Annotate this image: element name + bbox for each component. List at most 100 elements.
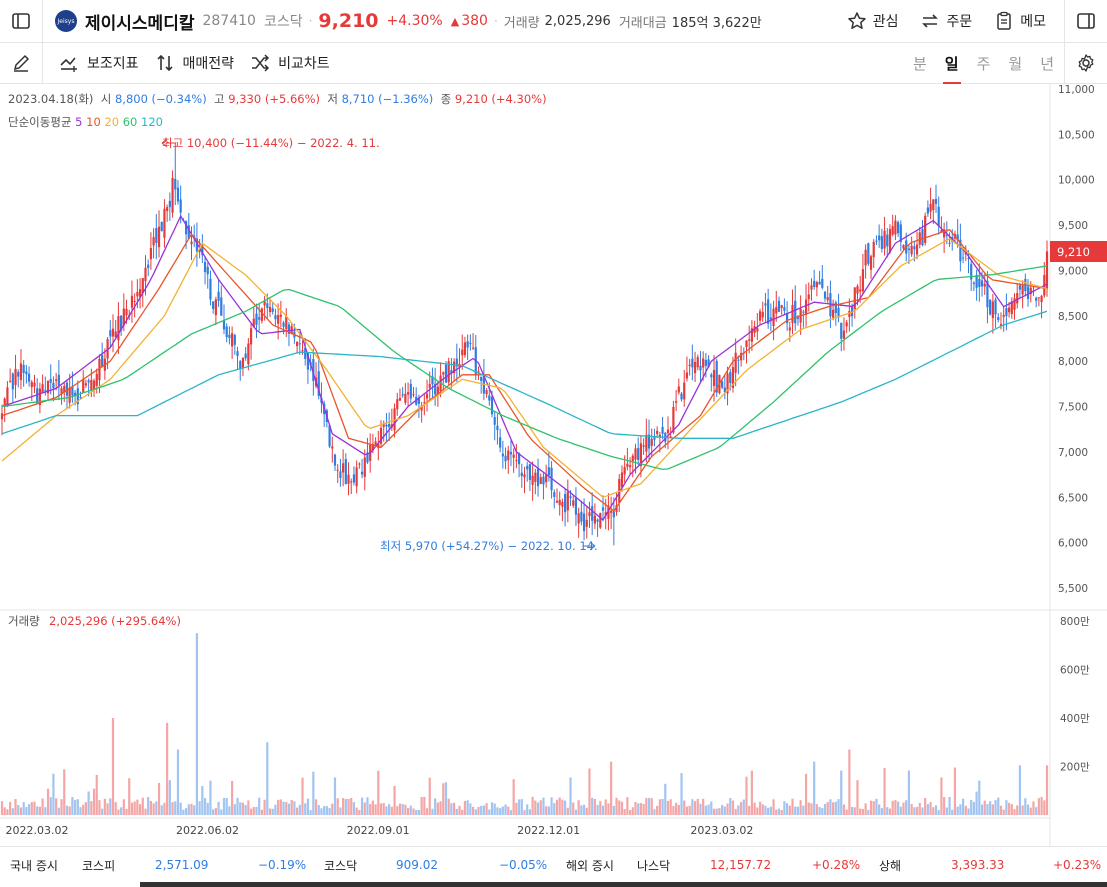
candle: [607, 505, 610, 519]
candle: [258, 317, 261, 320]
volume-bar: [274, 804, 277, 815]
candle: [241, 357, 245, 369]
candle: [745, 340, 748, 348]
candle: [688, 364, 691, 366]
volume-bar: [501, 806, 504, 815]
candle: [17, 371, 20, 377]
candle: [780, 305, 783, 309]
candle: [572, 500, 575, 506]
period-week[interactable]: 주: [976, 54, 991, 73]
volume-bar: [742, 799, 745, 815]
volume-bar: [872, 801, 875, 815]
volume-bar: [810, 803, 813, 815]
candle: [52, 382, 55, 389]
volume-bar: [1037, 798, 1040, 815]
strategy-button[interactable]: 매매전략: [155, 53, 234, 73]
candle: [748, 339, 751, 341]
candle: [304, 347, 307, 359]
candle: [317, 371, 320, 396]
volume-bar: [304, 803, 307, 815]
period-day[interactable]: 일: [942, 54, 961, 84]
candle: [160, 222, 163, 231]
volume-bar: [406, 808, 410, 815]
candle: [932, 199, 935, 211]
candle: [1018, 285, 1022, 290]
indicators-button[interactable]: 보조지표: [59, 53, 139, 73]
volume-bar: [661, 798, 664, 815]
volume-bar: [317, 805, 320, 815]
memo-label: 메모: [1020, 14, 1046, 30]
ma-60-line: [1, 265, 1048, 471]
volume-bar: [255, 806, 258, 815]
candle: [553, 492, 556, 497]
volume-bar: [536, 802, 540, 815]
volume-bar: [182, 809, 185, 815]
volume-bar: [225, 797, 228, 815]
volume-bar: [55, 798, 58, 815]
ma-legend[interactable]: 단순이동평균 5 10 20 60 120: [8, 114, 163, 130]
candle: [517, 453, 521, 465]
price-chart[interactable]: 11,000 10,500 10,000 9,500 9,000 8,500 8,000 7,…: [0, 84, 1107, 848]
candle: [582, 513, 586, 532]
right-panel-toggle-button[interactable]: [1064, 0, 1107, 42]
drawing-tool-button[interactable]: [0, 43, 43, 83]
kospi-label[interactable]: 코스피: [82, 858, 116, 873]
volume-bar: [829, 799, 832, 815]
candle: [915, 244, 919, 255]
indicators-label: 보조지표: [87, 56, 139, 72]
order-button[interactable]: 주문: [920, 11, 972, 31]
shanghai-label[interactable]: 상해: [879, 858, 902, 873]
volume-bar: [804, 773, 808, 815]
volume-bar: [141, 797, 144, 815]
volume-bar: [566, 807, 569, 815]
volume-bar: [596, 804, 599, 815]
volume-bar: [11, 808, 14, 815]
volume-bar: [959, 804, 962, 815]
volume-bar: [1013, 809, 1016, 815]
gear-icon: [1078, 54, 1094, 72]
chart-settings-button[interactable]: [1064, 43, 1107, 83]
volume-bar: [637, 803, 640, 815]
candle: [878, 235, 881, 241]
candle: [382, 424, 385, 427]
kosdaq-label[interactable]: 코스닥: [324, 858, 358, 873]
period-minute[interactable]: 분: [912, 54, 927, 73]
scrollbar[interactable]: [140, 882, 1107, 887]
nasdaq-label[interactable]: 나스닥: [637, 858, 671, 873]
candle: [921, 229, 924, 246]
period-year[interactable]: 년: [1040, 54, 1054, 73]
candle: [707, 359, 710, 368]
volume-bar: [285, 801, 288, 815]
candle: [9, 380, 12, 382]
arrow-left-icon: [161, 138, 168, 148]
candle: [580, 511, 583, 522]
candle: [1040, 295, 1043, 303]
volume-bar: [428, 777, 431, 815]
volume-bar: [558, 797, 561, 815]
candle: [114, 331, 117, 338]
volume-bar: [1029, 807, 1032, 815]
sidebar-toggle-button[interactable]: [0, 0, 43, 42]
volume-bar: [507, 806, 510, 815]
volume-bar: [174, 801, 177, 815]
volume-bar: [258, 797, 261, 815]
volume-bar: [980, 804, 984, 815]
candle: [25, 371, 28, 375]
candle: [184, 221, 188, 235]
volume-bar: [306, 798, 310, 815]
low-value: 8,710 (−1.36%): [341, 92, 434, 106]
volume-bar: [956, 806, 959, 815]
volume-bar: [894, 800, 897, 815]
volume-bar: [390, 806, 393, 815]
watch-button[interactable]: 관심: [847, 11, 898, 31]
volume-bar: [683, 800, 686, 815]
candle: [997, 317, 1000, 321]
memo-button[interactable]: 메모: [994, 11, 1046, 31]
volume-bar: [190, 803, 193, 815]
compare-button[interactable]: 비교차트: [250, 53, 330, 73]
volume-tick-label: 200만: [1060, 762, 1090, 774]
volume-bar: [848, 749, 851, 815]
volume-bar: [520, 799, 523, 815]
period-month[interactable]: 월: [1008, 54, 1023, 73]
candle: [991, 301, 994, 319]
